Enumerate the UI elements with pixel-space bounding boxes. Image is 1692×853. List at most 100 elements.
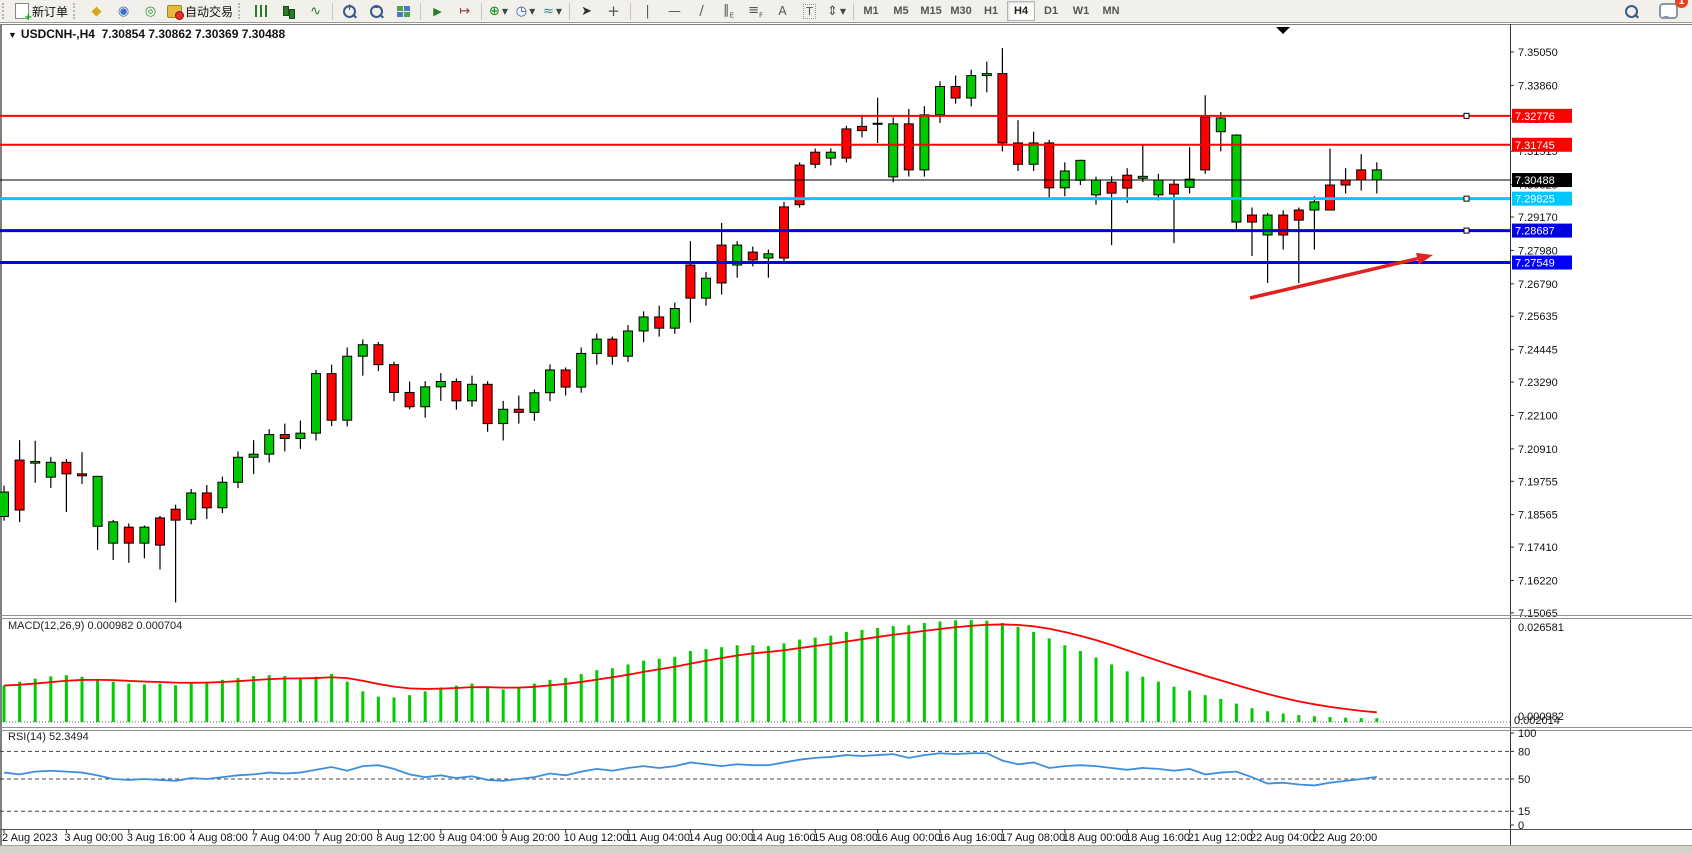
tile-windows-icon <box>397 5 411 17</box>
new-order-icon: + <box>15 3 32 23</box>
toolbar-grip[interactable] <box>238 3 246 19</box>
vertical-line-button[interactable]: | <box>634 0 661 22</box>
toolbar-separator <box>569 2 571 20</box>
candlestick-icon <box>282 5 296 19</box>
svg-text:2 Aug 2023: 2 Aug 2023 <box>2 832 58 844</box>
svg-text:7.29825: 7.29825 <box>1515 194 1555 206</box>
svg-text:7.16220: 7.16220 <box>1518 575 1558 587</box>
timeframe-m5-button[interactable]: M5 <box>893 5 909 17</box>
autotrading-button[interactable]: 自动交易 <box>164 0 236 22</box>
svg-text:4 Aug 08:00: 4 Aug 08:00 <box>189 832 248 844</box>
svg-text:22 Aug 20:00: 22 Aug 20:00 <box>1312 832 1377 844</box>
text-icon: A <box>778 4 787 18</box>
svg-text:16 Aug 00:00: 16 Aug 00:00 <box>876 832 941 844</box>
svg-text:10 Aug 12:00: 10 Aug 12:00 <box>564 832 629 844</box>
market-watch-button[interactable]: ◆ <box>83 0 110 22</box>
svg-text:11 Aug 04:00: 11 Aug 04:00 <box>626 832 690 844</box>
timeframe-h1-button[interactable]: H1 <box>984 5 999 17</box>
profiles-button[interactable]: ◉ <box>110 0 137 22</box>
chevron-down-icon: ▼ <box>501 6 509 16</box>
svg-text:16 Aug 16:00: 16 Aug 16:00 <box>938 832 1003 844</box>
collapse-triangle-icon[interactable]: ▼ <box>8 30 17 40</box>
chart-shift-icon: ↦ <box>459 3 470 19</box>
bar-chart-icon <box>255 5 269 17</box>
svg-text:80: 80 <box>1518 746 1530 758</box>
svg-text:0: 0 <box>1518 820 1524 832</box>
timeframe-m1-button[interactable]: M1 <box>863 5 879 17</box>
line-chart-button[interactable]: ∿ <box>302 0 329 22</box>
channel-button[interactable]: ∥E <box>715 0 742 22</box>
arrows-button[interactable]: ⇕ ▼ <box>823 0 850 22</box>
text-button[interactable]: A <box>769 0 796 22</box>
auto-scroll-icon: ▶ <box>433 4 442 18</box>
timeframe-group: M1 M5 M15 M30 H1 H4 D1 W1 MN <box>857 1 1125 21</box>
fibonacci-button[interactable]: ≡F <box>742 0 769 22</box>
timeframe-h4-button[interactable]: H4 <box>1007 1 1036 21</box>
timeframe-w1-button[interactable]: W1 <box>1072 5 1090 17</box>
new-order-button[interactable]: + 新订单 <box>12 0 71 23</box>
line-chart-icon: ∿ <box>310 3 321 19</box>
timeframe-m15-button[interactable]: M15 <box>920 5 942 17</box>
svg-text:7.19755: 7.19755 <box>1518 476 1558 488</box>
horizontal-line-button[interactable]: — <box>661 0 688 22</box>
periods-button[interactable]: ◷ ▼ <box>512 0 539 22</box>
svg-text:7 Aug 04:00: 7 Aug 04:00 <box>252 832 311 844</box>
svg-text:15 Aug 08:00: 15 Aug 08:00 <box>813 832 878 844</box>
tile-windows-button[interactable] <box>390 0 417 22</box>
toolbar-grip[interactable] <box>2 3 10 19</box>
svg-text:7.25635: 7.25635 <box>1518 311 1558 323</box>
svg-text:7.31745: 7.31745 <box>1515 140 1555 152</box>
text-label-icon: T <box>803 3 816 19</box>
crosshair-icon: + <box>607 2 620 20</box>
crosshair-button[interactable]: + <box>600 0 627 22</box>
svg-text:50: 50 <box>1518 774 1530 786</box>
svg-text:21 Aug 12:00: 21 Aug 12:00 <box>1188 832 1253 844</box>
toolbar-separator <box>630 2 632 20</box>
svg-text:17 Aug 08:00: 17 Aug 08:00 <box>1000 832 1065 844</box>
arrows-icon: ⇕ <box>827 3 838 19</box>
svg-text:7.15065: 7.15065 <box>1518 608 1558 620</box>
macd-indicator-label: MACD(12,26,9) 0.000982 0.000704 <box>8 620 183 632</box>
timeframe-m30-button[interactable]: M30 <box>950 5 972 17</box>
zoom-out-button[interactable]: – <box>363 0 390 22</box>
toolbar-grip[interactable] <box>73 3 81 19</box>
trendline-icon: / <box>699 3 704 19</box>
new-order-label: 新订单 <box>32 4 69 19</box>
chevron-down-icon: ▼ <box>839 6 847 16</box>
chart-shift-button[interactable]: ↦ <box>451 0 478 22</box>
text-label-button[interactable]: T <box>796 0 823 22</box>
toolbar-right-group: 1 <box>1618 0 1688 22</box>
signals-button[interactable]: ◎ <box>137 0 164 22</box>
svg-text:7.33860: 7.33860 <box>1518 80 1558 92</box>
svg-text:0.000982: 0.000982 <box>1518 711 1564 723</box>
svg-text:7.26790: 7.26790 <box>1518 279 1558 291</box>
search-icon <box>1625 4 1638 18</box>
svg-text:7.29170: 7.29170 <box>1518 212 1558 224</box>
svg-text:7.22100: 7.22100 <box>1518 410 1558 422</box>
signal-icon: ◎ <box>144 3 157 19</box>
svg-text:14 Aug 16:00: 14 Aug 16:00 <box>751 832 816 844</box>
svg-text:7 Aug 20:00: 7 Aug 20:00 <box>314 832 373 844</box>
svg-text:7.35050: 7.35050 <box>1518 47 1558 59</box>
notifications-button[interactable]: 1 <box>1655 0 1688 22</box>
candlestick-chart-button[interactable] <box>275 0 302 22</box>
autotrading-icon <box>167 4 185 20</box>
chart-title[interactable]: ▼ USDCNH-,H4 7.30854 7.30862 7.30369 7.30… <box>8 27 285 41</box>
svg-text:3 Aug 16:00: 3 Aug 16:00 <box>127 832 186 844</box>
auto-scroll-button[interactable]: ▶ <box>424 0 451 22</box>
timeframe-d1-button[interactable]: D1 <box>1044 5 1059 17</box>
indicators-button[interactable]: ⊕ ▼ <box>485 0 512 22</box>
cursor-button[interactable]: ➤ <box>573 0 600 22</box>
zoom-in-button[interactable]: + <box>336 0 363 22</box>
timeframe-mn-button[interactable]: MN <box>1102 5 1120 17</box>
trendline-button[interactable]: / <box>688 0 715 22</box>
rsi-indicator-label: RSI(14) 52.3494 <box>8 731 89 743</box>
templates-button[interactable]: ≈ ▼ <box>539 0 566 22</box>
fibonacci-icon: ≡F <box>748 2 763 20</box>
chat-bubble-icon <box>1659 3 1678 19</box>
search-button[interactable] <box>1618 0 1645 22</box>
bar-chart-button[interactable] <box>248 0 275 22</box>
svg-text:9 Aug 04:00: 9 Aug 04:00 <box>439 832 498 844</box>
zoom-in-icon: + <box>343 3 357 18</box>
